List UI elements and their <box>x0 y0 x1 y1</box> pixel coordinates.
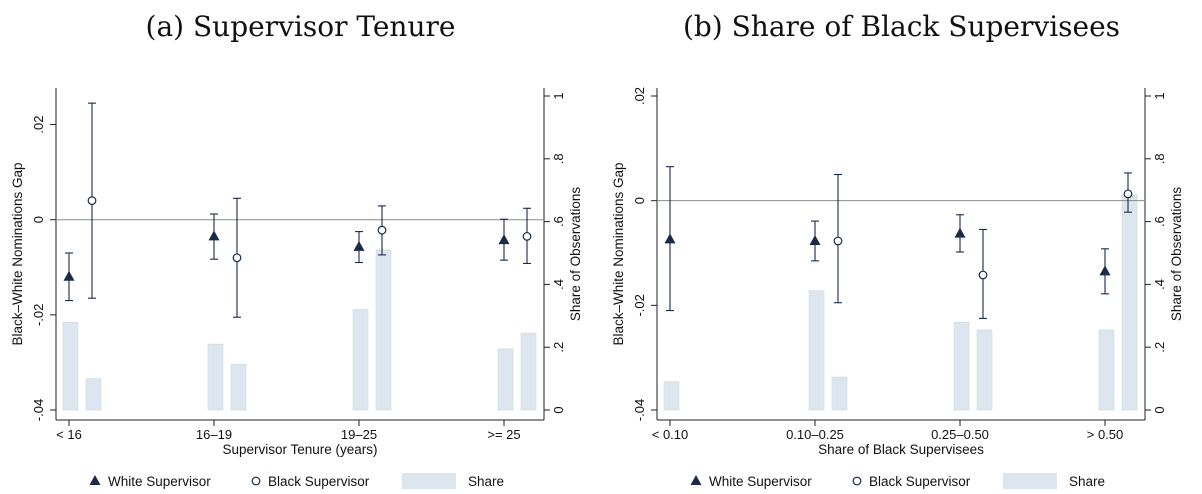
y2-tick-label: 1 <box>551 92 566 99</box>
legend-circle-icon <box>251 476 261 486</box>
black-supervisor-point <box>87 196 97 206</box>
black-supervisor-point <box>978 270 988 280</box>
y2-axis-label: Share of Observations <box>568 187 583 322</box>
share-bar <box>1121 194 1138 411</box>
y-axis-label: Black–White Nominations Gap <box>611 162 626 345</box>
legend-circle-icon <box>852 476 862 486</box>
y2-tick-label: 0 <box>551 406 566 413</box>
white-supervisor-point <box>353 240 365 251</box>
y2-tick-label: .6 <box>1152 216 1167 227</box>
y-tick-label: -.04 <box>31 399 46 421</box>
y-tick-label: 0 <box>632 197 647 204</box>
black-supervisor-point <box>1123 189 1133 199</box>
black-supervisor-point <box>232 253 242 263</box>
share-bar <box>1098 329 1115 411</box>
share-bar <box>352 309 369 411</box>
share-bar <box>62 321 79 411</box>
y2-tick-label: 0 <box>1152 406 1167 413</box>
share-bar <box>497 348 514 411</box>
legend-triangle-icon <box>89 475 101 485</box>
y2-tick-label: 1 <box>1152 92 1167 99</box>
panel-title: (b) Share of Black Supervisees <box>682 10 1121 43</box>
black-supervisor-point <box>833 236 843 246</box>
white-supervisor-point <box>954 227 966 238</box>
legend-triangle-icon <box>690 475 702 485</box>
x-tick-label: 0.25–0.50 <box>931 427 989 442</box>
white-supervisor-point <box>208 230 220 241</box>
x-axis-label: Supervisor Tenure (years) <box>222 442 377 457</box>
y2-tick-label: .8 <box>551 153 566 164</box>
y-tick-label: .02 <box>31 116 46 134</box>
legend-label: White Supervisor <box>709 474 812 489</box>
share-bar <box>207 343 224 411</box>
share-bar <box>976 329 993 411</box>
chart-b: -.04 -.02 0 .02 0 .2 .4 .6 .8 1 < 0.10 0.10–0.25 0.2… <box>611 87 1184 489</box>
share-bar <box>663 381 680 411</box>
white-supervisor-point <box>809 234 821 245</box>
chart-a: -.04 -.02 0 .02 0 .2 .4 .6 .8 1 < 16 16–19 19–25 >= 2… <box>10 88 583 489</box>
x-tick-label: < 0.10 <box>652 427 689 442</box>
x-tick-label: >= 25 <box>487 427 520 442</box>
y-tick-label: -.02 <box>31 304 46 326</box>
white-supervisor-point <box>1099 265 1111 276</box>
legend-label: White Supervisor <box>108 474 211 489</box>
legend-label: Black Supervisor <box>869 474 971 489</box>
x-tick-label: < 16 <box>56 427 82 442</box>
y2-tick-label: .8 <box>1152 153 1167 164</box>
y2-tick-label: .6 <box>551 216 566 227</box>
x-tick-label: > 0.50 <box>1087 427 1124 442</box>
panel-title: (a) Supervisor Tenure <box>145 10 456 43</box>
legend-label: Share <box>1069 474 1105 489</box>
panel-a: (a) Supervisor Tenure -.04 -.02 0 .02 0 .2 .4.… <box>10 10 583 489</box>
y2-tick-label: .2 <box>1152 342 1167 353</box>
y2-tick-label: .2 <box>551 342 566 353</box>
y-tick-label: .02 <box>632 87 647 105</box>
x-tick-label: 0.10–0.25 <box>786 427 844 442</box>
x-tick-label: 16–19 <box>196 427 232 442</box>
white-supervisor-point <box>498 234 510 245</box>
white-supervisor-point <box>664 233 676 244</box>
white-supervisor-point <box>63 270 75 281</box>
share-bar <box>520 332 537 411</box>
share-bar <box>230 364 247 411</box>
y-tick-label: -.02 <box>632 294 647 316</box>
y-tick-label: 0 <box>31 216 46 223</box>
y-axis-label: Black–White Nominations Gap <box>10 162 25 345</box>
y2-axis-label: Share of Observations <box>1169 187 1184 322</box>
y2-tick-label: .4 <box>551 279 566 290</box>
share-bar <box>85 378 102 411</box>
black-supervisor-point <box>522 231 532 241</box>
x-tick-label: 19–25 <box>341 427 377 442</box>
legend-share-swatch <box>1003 473 1057 489</box>
panel-b: (b) Share of Black Supervisees -.04 -.02 0… <box>601 0 1202 494</box>
share-bar <box>953 321 970 411</box>
share-bar <box>808 290 825 411</box>
legend-label: Black Supervisor <box>268 474 370 489</box>
y-tick-label: -.04 <box>632 399 647 421</box>
y2-tick-label: .4 <box>1152 279 1167 290</box>
legend-label: Share <box>468 474 504 489</box>
black-supervisor-point <box>377 225 387 235</box>
legend-share-swatch <box>402 473 456 489</box>
share-bar <box>831 376 848 411</box>
x-axis-label: Share of Black Supervisees <box>818 442 984 457</box>
share-bar <box>375 249 392 411</box>
